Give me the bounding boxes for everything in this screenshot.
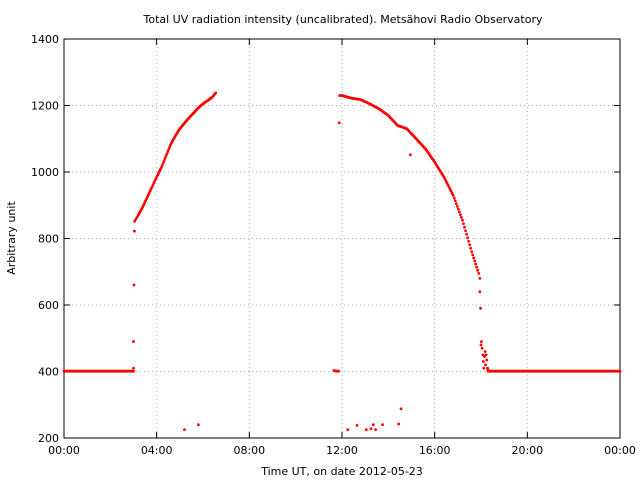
data-point <box>483 350 487 353</box>
x-tick-label: 00:00 <box>48 444 80 457</box>
data-point <box>132 340 135 343</box>
data-point <box>166 150 170 153</box>
data-point <box>480 340 483 343</box>
y-tick-label: 1200 <box>31 100 59 113</box>
data-point <box>464 229 467 233</box>
data-point <box>454 202 458 205</box>
x-tick-label: 08:00 <box>233 444 265 457</box>
data-point <box>479 306 482 310</box>
data-point <box>161 161 165 165</box>
y-axis-label: Arbitrary unit <box>5 201 18 275</box>
data-point <box>364 428 368 432</box>
data-points <box>62 91 622 432</box>
data-point <box>472 256 476 260</box>
y-tick-label: 1000 <box>31 166 59 179</box>
data-point <box>473 259 477 263</box>
y-tick-label: 400 <box>38 366 59 379</box>
data-point <box>478 290 482 294</box>
data-point <box>214 91 218 95</box>
y-tick-label: 1400 <box>31 33 59 46</box>
data-point <box>477 272 481 275</box>
data-point <box>459 213 462 217</box>
data-point <box>485 358 489 362</box>
data-point <box>471 253 475 257</box>
x-tick-label: 04:00 <box>141 444 173 457</box>
data-point <box>337 369 340 373</box>
data-point <box>474 262 478 266</box>
data-point <box>132 366 135 370</box>
data-point <box>461 218 464 222</box>
data-point <box>346 428 350 432</box>
y-tick-label: 200 <box>38 432 59 445</box>
y-tick-label: 600 <box>38 299 59 312</box>
data-point <box>132 283 136 287</box>
data-point <box>457 210 461 214</box>
data-point <box>482 366 486 370</box>
x-tick-label: 20:00 <box>511 444 543 457</box>
data-point <box>374 428 377 432</box>
data-point <box>337 121 341 125</box>
data-point <box>460 216 463 219</box>
y-tick-label: 800 <box>38 233 59 246</box>
data-point <box>160 163 164 167</box>
data-point <box>481 360 485 363</box>
axis-ticks: 00:00 04:00 08:00 12:00 16:00 20:00 00:0020040… <box>31 33 636 457</box>
data-point <box>479 343 483 347</box>
data-point <box>371 423 375 427</box>
data-point <box>453 199 457 203</box>
data-point <box>470 250 474 254</box>
data-point <box>369 427 373 431</box>
data-point <box>467 239 471 243</box>
data-point <box>168 145 172 149</box>
data-point <box>486 368 490 372</box>
data-point <box>397 422 401 426</box>
data-point <box>167 147 171 151</box>
grid-lines <box>64 39 620 438</box>
data-point <box>165 152 169 156</box>
data-point <box>408 153 412 157</box>
x-tick-label: 16:00 <box>419 444 451 457</box>
data-point <box>466 236 470 240</box>
data-point <box>469 246 473 250</box>
data-point <box>399 407 403 411</box>
data-point <box>183 428 186 432</box>
data-point <box>484 353 488 357</box>
data-point <box>355 423 359 427</box>
x-tick-label: 12:00 <box>326 444 358 457</box>
data-point <box>456 207 460 211</box>
data-point <box>465 232 468 236</box>
x-axis-label: Time UT, on date 2012-05-23 <box>260 465 423 478</box>
data-point <box>132 369 135 373</box>
data-point <box>163 156 167 160</box>
data-point <box>463 225 466 229</box>
data-point <box>133 229 136 233</box>
data-point <box>162 159 166 163</box>
data-point <box>476 268 480 272</box>
chart-title: Total UV radiation intensity (uncalibrat… <box>143 13 543 26</box>
data-point <box>462 222 465 226</box>
data-point <box>468 243 472 247</box>
data-point <box>451 193 455 197</box>
data-point <box>618 369 622 373</box>
data-point <box>478 277 482 280</box>
data-point <box>159 166 163 170</box>
data-point <box>480 346 484 350</box>
data-point <box>196 423 200 427</box>
data-point <box>164 154 168 158</box>
data-point <box>475 265 479 269</box>
data-point <box>452 196 456 200</box>
data-point <box>484 363 488 367</box>
data-point <box>455 204 459 208</box>
data-point <box>381 423 384 427</box>
x-tick-label: 00:00 <box>604 444 636 457</box>
